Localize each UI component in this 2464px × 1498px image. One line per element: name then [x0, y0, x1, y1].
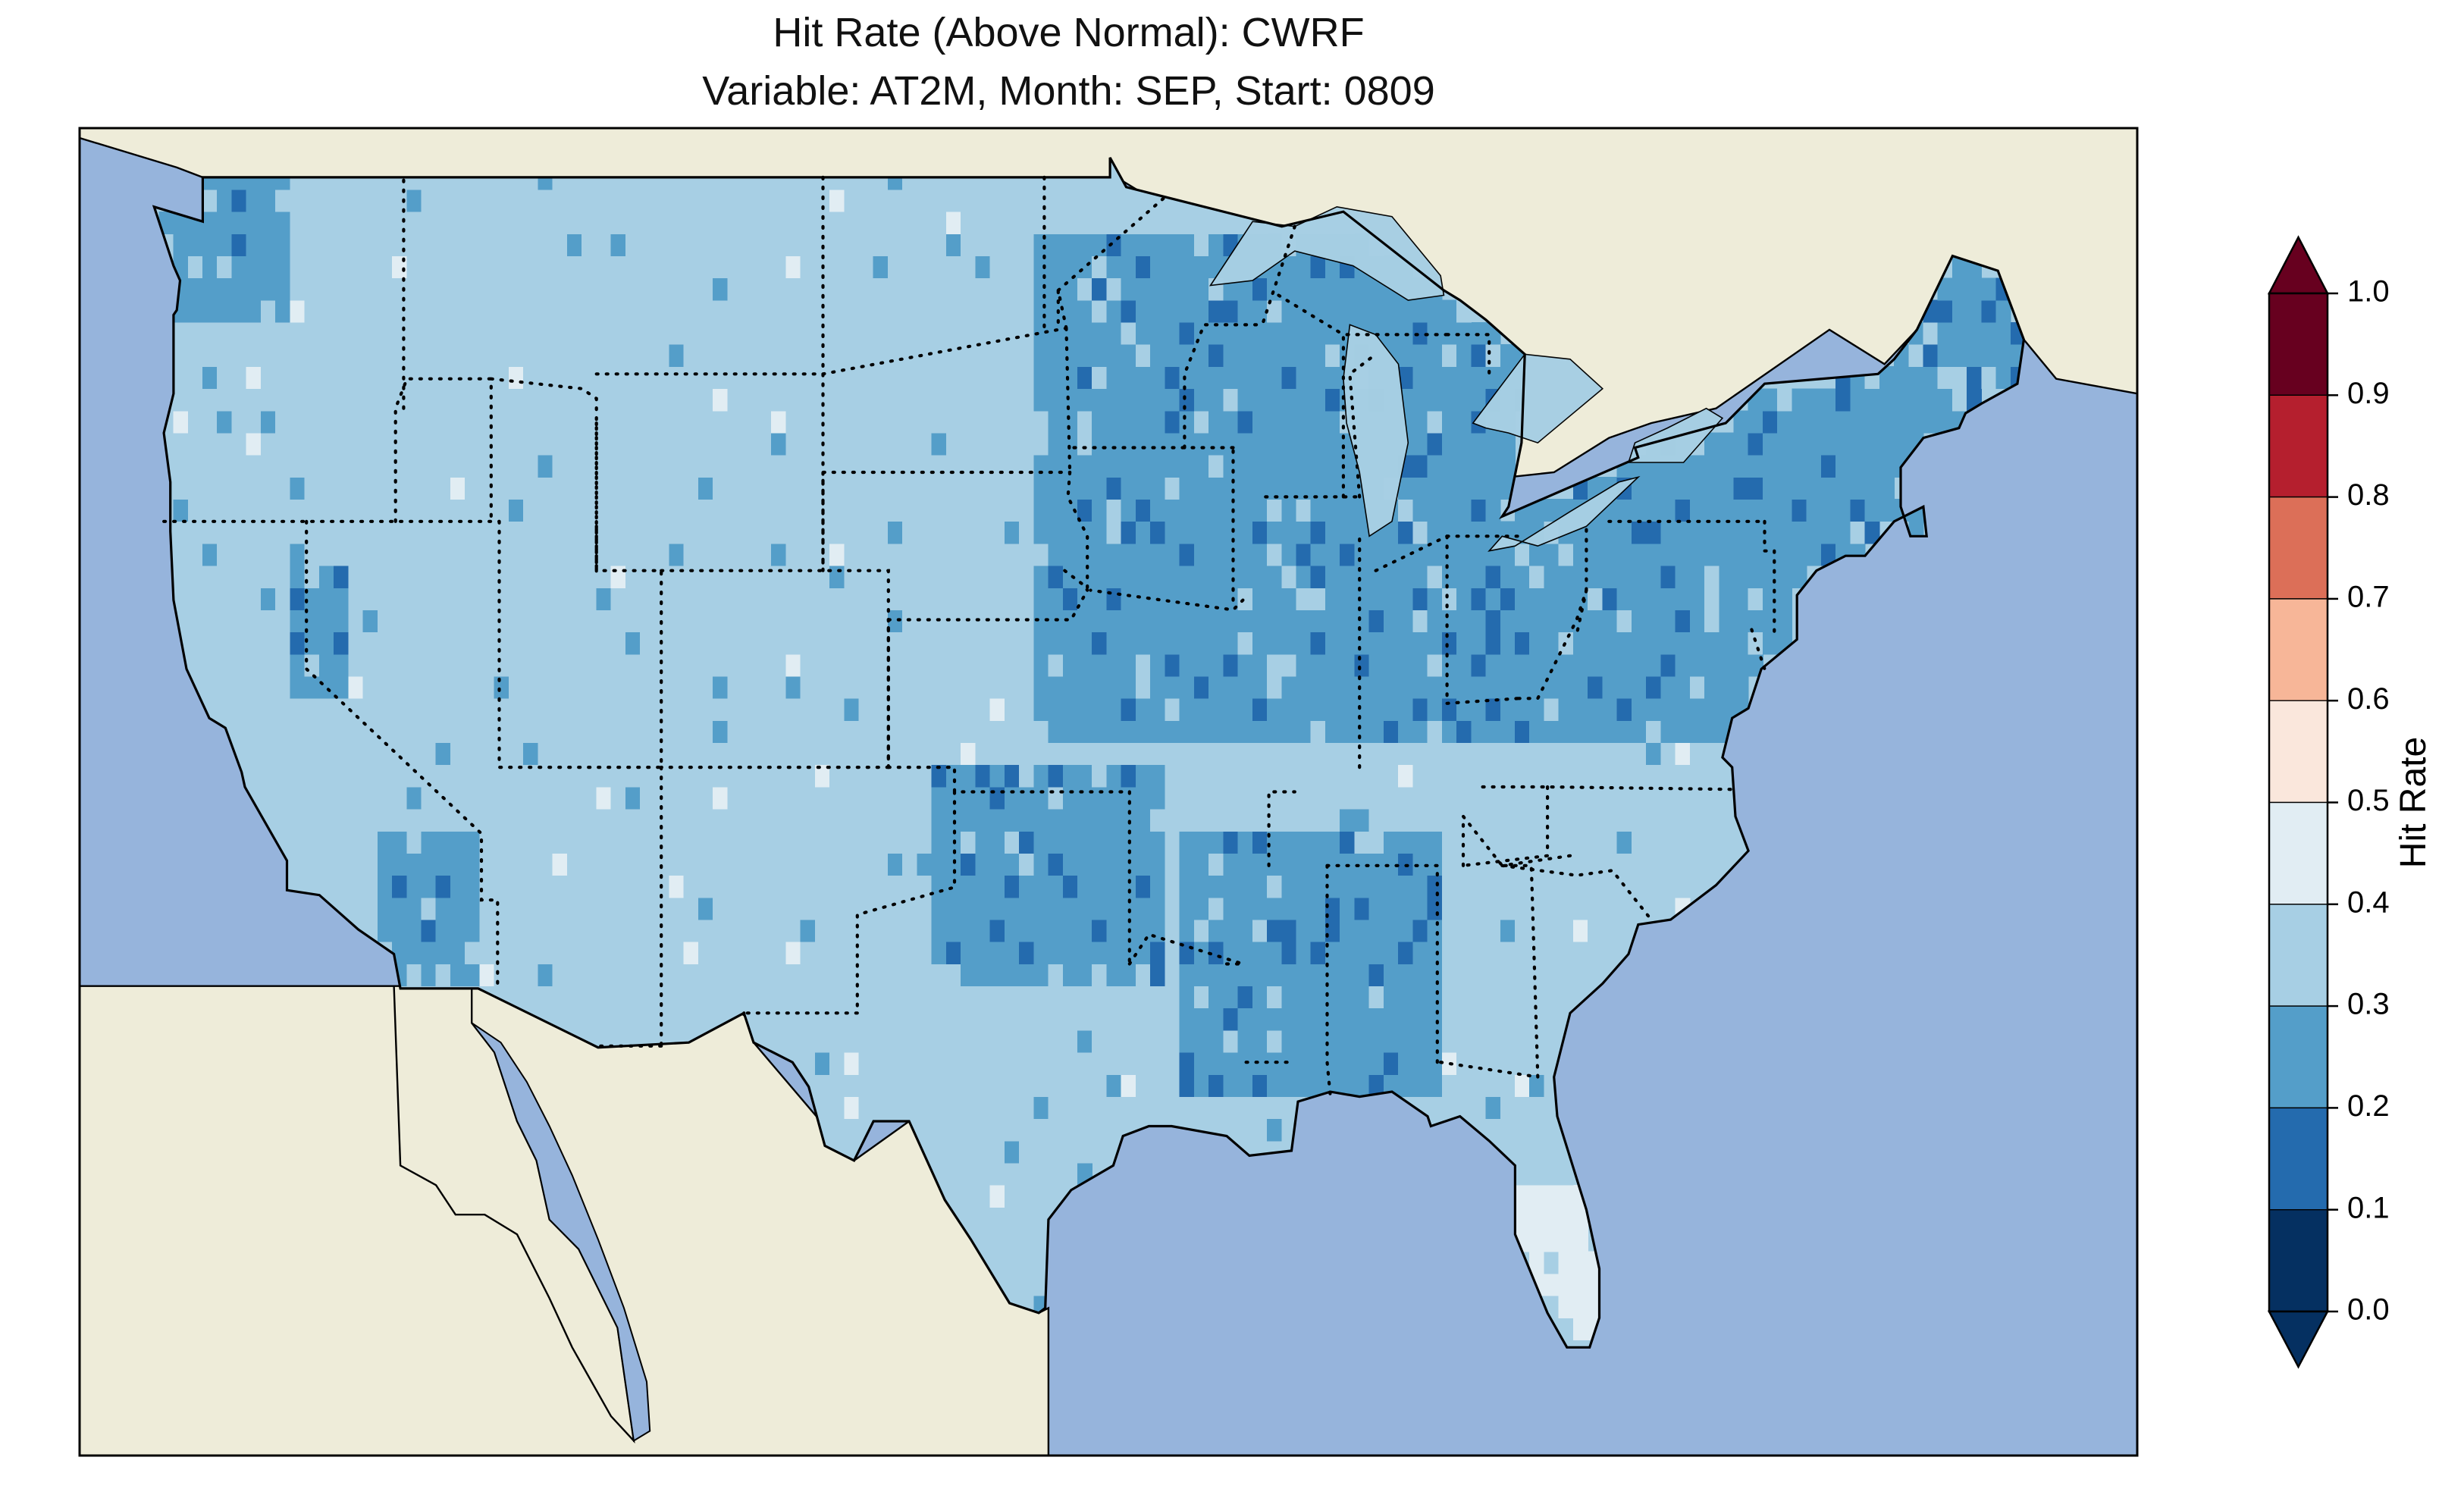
svg-text:0.3: 0.3	[2347, 988, 2390, 1021]
svg-text:0.6: 0.6	[2347, 682, 2390, 716]
svg-text:0.9: 0.9	[2347, 377, 2390, 410]
svg-text:0.5: 0.5	[2347, 784, 2390, 817]
svg-text:0.7: 0.7	[2347, 580, 2390, 613]
svg-text:1.0: 1.0	[2347, 275, 2390, 309]
svg-text:0.1: 0.1	[2347, 1191, 2390, 1224]
svg-text:0.0: 0.0	[2347, 1293, 2390, 1327]
svg-text:0.4: 0.4	[2347, 885, 2390, 919]
svg-text:Hit Rate: Hit Rate	[2393, 737, 2434, 868]
svg-text:0.2: 0.2	[2347, 1089, 2390, 1123]
svg-text:0.8: 0.8	[2347, 478, 2390, 512]
